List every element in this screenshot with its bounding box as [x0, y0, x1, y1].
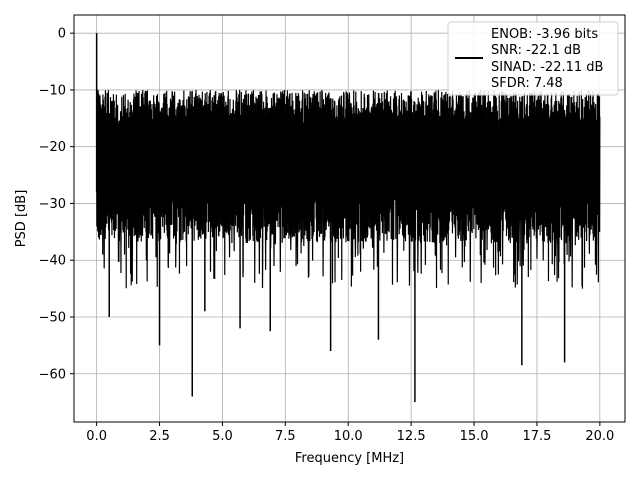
x-tick-label: 20.0	[585, 429, 614, 444]
legend-line-enob: ENOB: -3.96 bits	[491, 27, 598, 42]
legend-line-sinad: SINAD: -22.11 dB	[491, 60, 603, 75]
x-tick-label: 15.0	[460, 429, 489, 444]
x-tick-label: 5.0	[212, 429, 233, 444]
x-axis-label: Frequency [MHz]	[295, 451, 404, 466]
x-tick-label: 2.5	[149, 429, 170, 444]
y-tick-label: −40	[39, 254, 66, 269]
legend-line-snr: SNR: -22.1 dB	[491, 43, 581, 58]
x-tick-label: 7.5	[275, 429, 296, 444]
y-tick-label: 0	[58, 27, 66, 42]
legend: ENOB: -3.96 bits SNR: -22.1 dB SINAD: -2…	[447, 21, 619, 96]
legend-line-sfdr: SFDR: 7.48	[491, 76, 563, 91]
x-tick-label: 0.0	[86, 429, 107, 444]
x-tick-label: 12.5	[397, 429, 426, 444]
ticks: 0.0 2.5 5.0 7.5 10.0 12.5 15.0 17.5 20.0 0 −10 −20 −…	[39, 27, 615, 444]
y-tick-label: −10	[39, 83, 66, 98]
y-tick-label: −60	[39, 367, 66, 382]
x-tick-label: 17.5	[522, 429, 551, 444]
axes-frame	[73, 14, 626, 423]
plot-area	[95, 33, 601, 403]
y-tick-label: −20	[39, 140, 66, 155]
y-axis-label: PSD [dB]	[14, 190, 29, 248]
y-tick-label: −30	[39, 197, 66, 212]
legend-box	[447, 21, 619, 96]
x-tick-label: 10.0	[334, 429, 363, 444]
y-tick-label: −50	[39, 310, 66, 325]
